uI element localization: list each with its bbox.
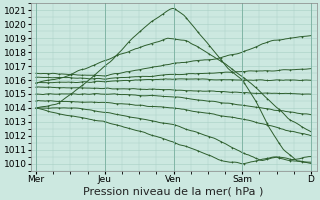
X-axis label: Pression niveau de la mer( hPa ): Pression niveau de la mer( hPa ) (84, 187, 264, 197)
